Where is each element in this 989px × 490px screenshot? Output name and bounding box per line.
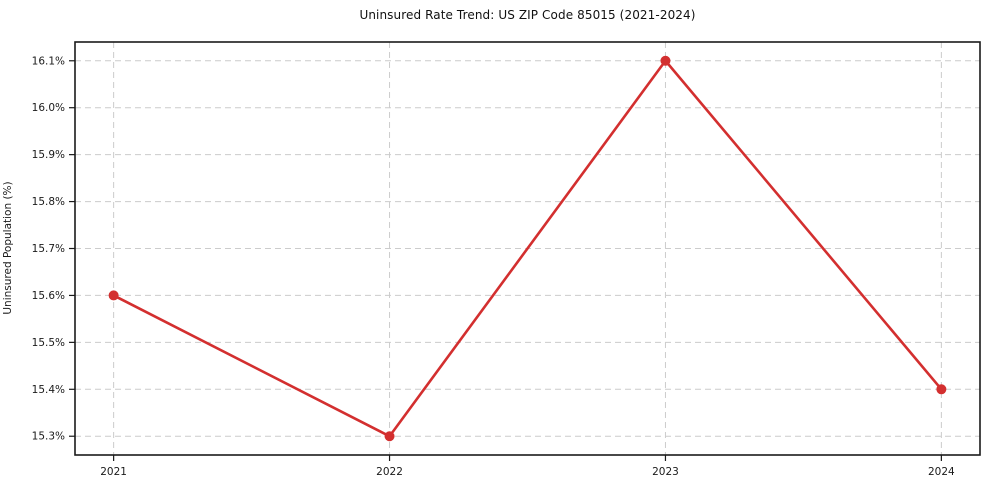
x-tick-label: 2022 (376, 466, 403, 478)
x-tick-label: 2023 (652, 466, 679, 478)
data-point-marker (108, 290, 119, 301)
y-tick-label: 16.0% (32, 102, 65, 114)
y-tick-label: 15.9% (32, 149, 65, 161)
chart-title: Uninsured Rate Trend: US ZIP Code 85015 … (359, 8, 696, 22)
y-tick-label: 15.4% (32, 384, 65, 396)
y-tick-label: 15.5% (32, 337, 65, 349)
x-tick-label: 2021 (100, 466, 127, 478)
data-point-marker (660, 55, 671, 66)
data-point-marker (384, 431, 395, 442)
y-tick-label: 15.3% (32, 431, 65, 443)
x-tick-label: 2024 (928, 466, 955, 478)
trend-line (112, 59, 943, 438)
y-tick-label: 16.1% (32, 55, 65, 67)
data-point-marker (936, 384, 947, 395)
y-tick-label: 15.6% (32, 290, 65, 302)
y-tick-label: 15.7% (32, 243, 65, 255)
y-tick-label: 15.8% (32, 196, 65, 208)
